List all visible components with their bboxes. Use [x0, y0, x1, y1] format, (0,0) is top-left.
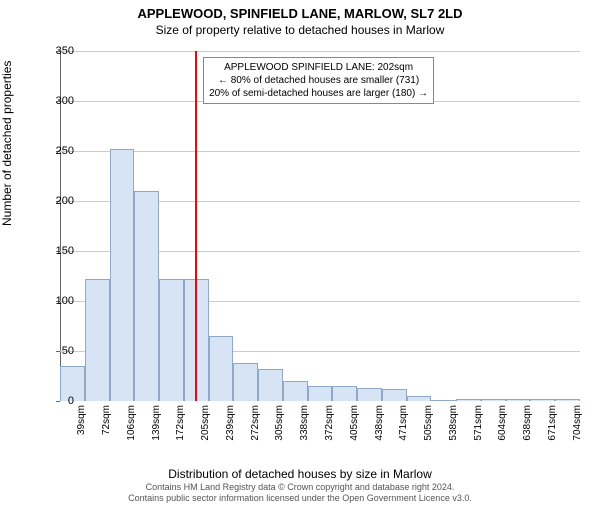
histogram-bar	[283, 381, 308, 401]
annotation-box: APPLEWOOD SPINFIELD LANE: 202sqm← 80% of…	[203, 57, 434, 104]
ytick-label: 50	[44, 345, 74, 357]
histogram-bar	[332, 386, 357, 401]
histogram-bar	[159, 279, 184, 401]
xtick-label: 172sqm	[175, 405, 186, 455]
annotation-line3: 20% of semi-detached houses are larger (…	[209, 87, 428, 100]
footer-line1: Contains HM Land Registry data © Crown c…	[0, 482, 600, 493]
histogram-bar	[555, 399, 580, 401]
xtick-label: 571sqm	[473, 405, 484, 455]
y-axis-label: Number of detached properties	[0, 61, 14, 226]
histogram-bar	[456, 399, 481, 401]
xtick-label: 638sqm	[522, 405, 533, 455]
xtick-label: 239sqm	[225, 405, 236, 455]
xtick-label: 106sqm	[126, 405, 137, 455]
ytick-label: 350	[44, 45, 74, 57]
histogram-bar	[110, 149, 135, 401]
histogram-bar	[258, 369, 283, 401]
xtick-label: 372sqm	[324, 405, 335, 455]
xtick-label: 272sqm	[250, 405, 261, 455]
gridline	[60, 151, 580, 152]
xtick-label: 505sqm	[423, 405, 434, 455]
histogram-bar	[481, 399, 506, 401]
annotation-line1: APPLEWOOD SPINFIELD LANE: 202sqm	[209, 61, 428, 74]
histogram-bar	[407, 396, 432, 401]
annotation-line2: ← 80% of detached houses are smaller (73…	[209, 74, 428, 87]
histogram-bar	[506, 399, 531, 401]
histogram-bar	[357, 388, 382, 401]
chart-title: APPLEWOOD, SPINFIELD LANE, MARLOW, SL7 2…	[0, 6, 600, 21]
xtick-label: 438sqm	[374, 405, 385, 455]
xtick-label: 305sqm	[274, 405, 285, 455]
xtick-label: 604sqm	[497, 405, 508, 455]
footer-line2: Contains public sector information licen…	[0, 493, 600, 504]
histogram-bar	[85, 279, 110, 401]
ytick-label: 150	[44, 245, 74, 257]
histogram-bar	[530, 399, 555, 401]
x-axis-label: Distribution of detached houses by size …	[0, 467, 600, 481]
gridline	[60, 51, 580, 52]
histogram-bar	[431, 400, 456, 401]
xtick-label: 704sqm	[572, 405, 583, 455]
histogram-bar	[209, 336, 234, 401]
ytick-label: 100	[44, 295, 74, 307]
xtick-label: 39sqm	[76, 405, 87, 455]
xtick-label: 538sqm	[448, 405, 459, 455]
xtick-label: 405sqm	[349, 405, 360, 455]
xtick-label: 338sqm	[299, 405, 310, 455]
histogram-bar	[308, 386, 333, 401]
xtick-label: 471sqm	[398, 405, 409, 455]
plot-region: APPLEWOOD SPINFIELD LANE: 202sqm← 80% of…	[60, 51, 580, 401]
footer-attribution: Contains HM Land Registry data © Crown c…	[0, 482, 600, 504]
chart-subtitle: Size of property relative to detached ho…	[0, 23, 600, 37]
ytick-label: 300	[44, 95, 74, 107]
histogram-bar	[134, 191, 159, 401]
histogram-bar	[382, 389, 407, 401]
ytick-label: 250	[44, 145, 74, 157]
xtick-label: 139sqm	[151, 405, 162, 455]
ytick-label: 0	[44, 395, 74, 407]
xtick-label: 671sqm	[547, 405, 558, 455]
histogram-bar	[233, 363, 258, 401]
chart-area: APPLEWOOD SPINFIELD LANE: 202sqm← 80% of…	[60, 51, 580, 401]
reference-line	[195, 51, 197, 401]
ytick-label: 200	[44, 195, 74, 207]
xtick-label: 72sqm	[101, 405, 112, 455]
xtick-label: 205sqm	[200, 405, 211, 455]
